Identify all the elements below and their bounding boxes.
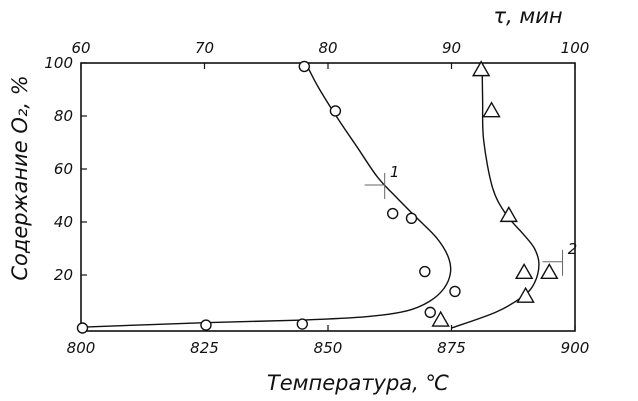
circle-marker <box>419 265 431 278</box>
x2-tick-label: 100 <box>561 39 590 57</box>
y-tick-label: 60 <box>54 160 73 178</box>
y-tick-label: 80 <box>54 107 73 125</box>
x2-tick-label: 90 <box>442 39 461 57</box>
x-tick-label: 825 <box>190 339 219 357</box>
series-1-curve <box>80 62 452 328</box>
circle-marker <box>298 60 310 73</box>
curve-label-2: 2 <box>568 240 578 258</box>
y-axis-label: Содержание O₂, % <box>8 75 32 280</box>
x-tick-label: 900 <box>561 339 590 357</box>
y-tick-label: 40 <box>54 213 73 231</box>
x2-tick-label: 80 <box>318 39 337 57</box>
circle-marker <box>424 306 436 319</box>
circle-marker <box>405 212 418 224</box>
x-tick-label: 850 <box>314 339 343 357</box>
triangle-marker <box>482 101 501 118</box>
triangle-marker <box>499 205 519 223</box>
x2-axis-label: τ, мин <box>493 4 562 28</box>
circle-marker <box>387 207 399 220</box>
circle-marker <box>449 285 461 298</box>
triangle-marker <box>540 262 559 280</box>
y-tick-label: 20 <box>54 266 73 284</box>
triangle-marker <box>471 60 491 77</box>
y-tick-label: 100 <box>44 54 73 72</box>
x2-tick-label: 60 <box>71 39 90 57</box>
triangle-marker <box>514 262 534 280</box>
x-tick-label: 800 <box>67 339 96 357</box>
x-tick-label: 875 <box>437 339 466 357</box>
circle-marker <box>76 322 89 334</box>
x2-tick-label: 70 <box>195 39 214 57</box>
curve-label-1: 1 <box>390 163 400 181</box>
x-axis-label: Температура, ℃ <box>267 371 450 395</box>
triangle-marker <box>431 310 450 327</box>
circle-marker <box>329 105 342 117</box>
circle-marker <box>200 319 212 331</box>
triangle-marker <box>516 286 535 303</box>
circle-marker <box>296 318 309 330</box>
